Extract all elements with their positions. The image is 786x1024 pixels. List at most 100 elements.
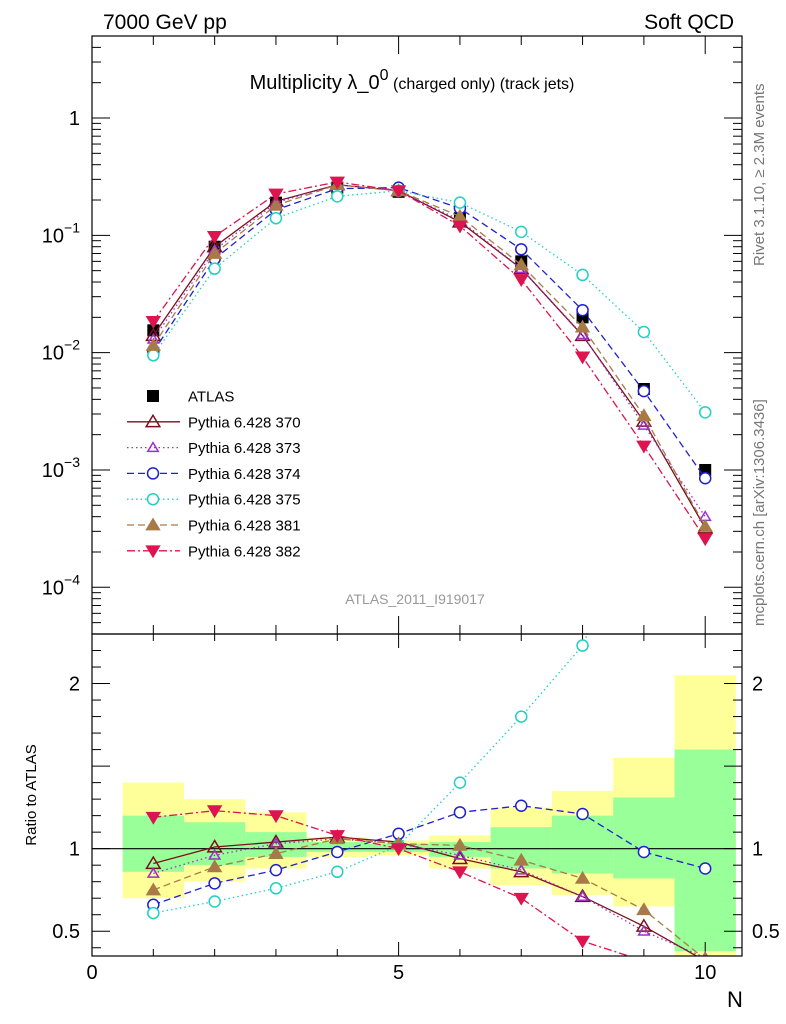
y-tick-label: 1 [69,108,80,130]
main-point-p381 [145,338,162,351]
ratio-point-p381 [574,870,591,884]
ratio-line-p382 [153,810,631,956]
main-point-p375 [514,225,528,239]
legend-label: Pythia 6.428 375 [188,492,301,509]
main-point-p374 [514,243,528,256]
y-tick-label: 10−1 [42,219,80,247]
header-left: 7000 GeV pp [103,11,227,34]
bottom-axis-ticks [91,634,742,956]
ratio-point-p381 [452,837,468,851]
main-point-p374 [698,472,712,485]
ratio-point-p382 [268,810,284,824]
band-inner [674,749,736,952]
main-point-p382 [268,188,284,202]
ratio-point-p373 [453,848,467,860]
legend-entry-p370: Pythia 6.428 370 [127,413,301,431]
main-line-p382 [152,181,706,539]
side-label-rivet: Rivet 3.1.10, ≥ 2.3M events [751,84,768,267]
main-series-data [147,181,712,476]
main-point-p381 [636,408,652,422]
legend-entry-data: ATLAS [147,389,234,406]
ratio-point-p381 [636,902,652,916]
ratio-point-p370 [451,850,469,865]
main-point-p382 [697,533,713,547]
ratio-line-p381 [153,838,703,956]
ratio-point-p382 [206,805,223,819]
ratio-point-p374 [637,845,651,859]
y-tick-label: 10−3 [42,454,80,482]
ratio-plot-frame [91,633,743,957]
main-series-p381 [145,177,713,532]
ratio-point-p375 [208,895,221,908]
main-point-p382 [574,351,591,365]
legend-label: Pythia 6.428 373 [188,440,301,457]
legend-entry-p381: Pythia 6.428 381 [127,518,301,535]
ratio-point-p373 [637,924,651,936]
main-point-p382 [390,185,407,199]
main-point-p382 [145,315,162,329]
main-point-p381 [206,246,223,259]
main-series-p382 [145,176,713,547]
ratio-point-p374 [331,845,344,859]
ratio-point-p373 [146,866,160,878]
ratio-line-p374 [153,805,706,906]
main-point-p375 [698,406,712,419]
x-tick-labels: 0 5 10 [86,962,716,984]
legend-marker [146,467,160,480]
ratio-plot-series [145,496,712,956]
legend-entry-p374: Pythia 6.428 374 [127,466,301,483]
ratio-point-p375 [331,865,344,879]
ratio-series-p374 [147,799,712,912]
main-line-p375 [152,190,706,413]
x-tick-label: 5 [393,962,404,984]
ratio-point-p375 [576,639,589,652]
legend-label: Pythia 6.428 382 [188,543,301,560]
ratio-point-p374 [453,806,467,819]
legend-label: Pythia 6.428 370 [188,414,301,431]
main-point-p375 [331,190,344,203]
main-point-p381 [513,257,529,271]
ratio-line-p370 [153,836,698,956]
y-tick-label: 10−4 [42,571,80,599]
main-point-p382 [329,176,345,190]
main-point-p373 [637,418,651,430]
main-line-p370 [152,184,706,529]
ratio-point-p374 [576,807,589,821]
ratio-line-p373 [153,838,704,956]
main-point-p382 [452,220,468,234]
y-tick-label: 1 [69,839,80,861]
band-inner [551,815,614,874]
ratio-y-tick-labels: 0.5 0.5 1 1 2 2 [52,674,780,944]
main-point-p375 [453,196,467,209]
ratio-y-axis-label: Ratio to ATLAS [23,744,40,845]
ratio-point-p382 [636,955,652,956]
ratio-point-p375 [269,882,283,895]
y-tick-label-right: 1 [752,839,763,861]
main-point-p381 [574,319,591,333]
ratio-point-p375 [700,496,711,507]
y-tick-label-right: 0.5 [752,921,780,943]
y-tick-label: 2 [69,674,80,696]
band-inner [613,797,675,879]
ratio-point-p374 [269,863,283,877]
legend-marker [147,390,159,402]
side-label-mcplots: mcplots.cern.ch [arXiv:1306.3436] [751,399,768,626]
ratio-point-p370 [574,888,591,903]
ratio-point-p373 [514,863,528,875]
main-line-p381 [152,184,706,527]
ratio-point-p374 [698,862,712,875]
main-series-p375 [147,184,712,419]
ratio-series-p382 [145,805,652,956]
main-point-p381 [268,197,284,211]
ratio-point-p375 [147,906,160,920]
legend-label: Pythia 6.428 381 [188,518,301,535]
x-axis-label: N [727,987,743,1012]
legend: ATLAS Pythia 6.428 370 Pythia 6.428 373 Pyt… [127,389,301,560]
ratio-point-p373 [575,890,590,902]
band-inner [183,822,246,866]
main-plot-title: Multiplicity λ_00 (charged only) (track … [250,67,575,94]
main-point-p374 [576,303,589,317]
legend-label: Pythia 6.428 374 [188,466,301,483]
main-point-p382 [513,274,529,288]
main-point-p375 [269,211,283,225]
